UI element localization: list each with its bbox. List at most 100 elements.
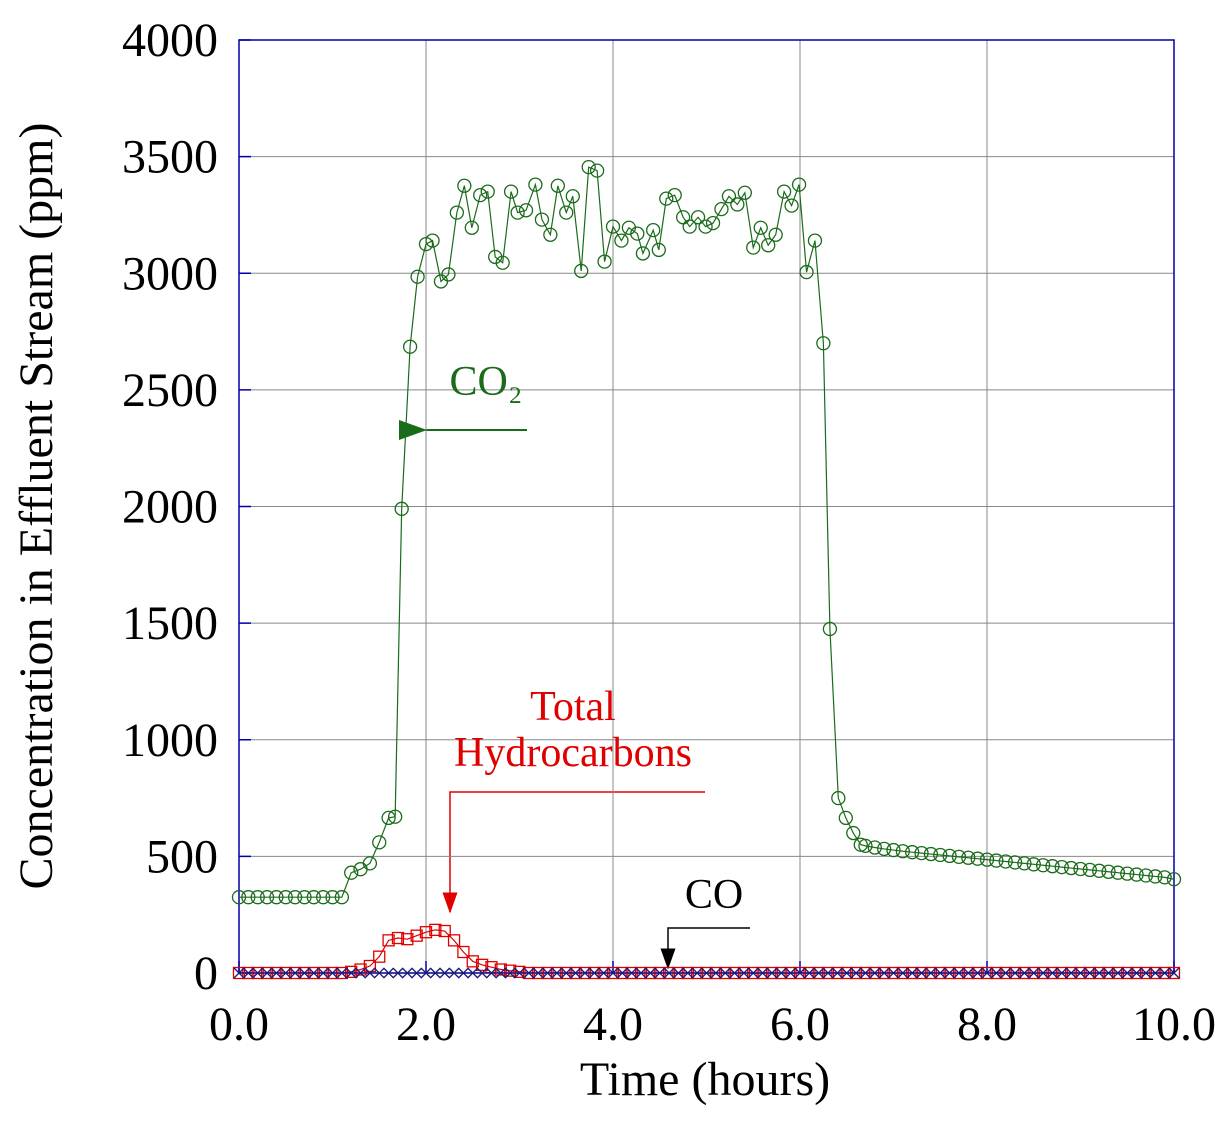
y-tick-label: 2000	[122, 481, 218, 534]
marker-cross	[1140, 967, 1152, 979]
marker-cross	[280, 967, 292, 979]
marker-circle	[942, 848, 957, 864]
marker-circle	[784, 198, 799, 213]
marker-circle	[464, 220, 479, 235]
marker-circle	[659, 191, 674, 206]
marker-cross	[1103, 967, 1115, 979]
annotation: CO	[685, 872, 743, 918]
hydrocarbons-arrow	[442, 791, 705, 914]
marker-square	[475, 958, 489, 971]
marker-cross	[411, 967, 423, 979]
marker-cross	[794, 967, 806, 979]
marker-circle	[914, 845, 929, 861]
marker-cross	[570, 967, 582, 979]
marker-circle	[630, 226, 645, 241]
marker-cross	[953, 967, 965, 979]
marker-circle	[1007, 855, 1023, 870]
marker-circle	[1017, 856, 1032, 871]
marker-circle	[250, 890, 265, 905]
marker-cross	[1075, 967, 1086, 979]
marker-cross	[336, 967, 348, 979]
marker-circle	[690, 210, 706, 225]
marker-circle	[325, 890, 340, 905]
marker-cross	[738, 967, 750, 979]
marker-cross	[1149, 967, 1161, 979]
y-axis-label: Concentration in Effluent Stream (ppm)	[10, 123, 63, 890]
marker-circle	[761, 238, 776, 253]
marker-cross	[934, 967, 946, 979]
marker-circle	[1035, 858, 1051, 873]
marker-circle	[518, 203, 534, 218]
marker-square	[401, 933, 414, 946]
marker-cross	[476, 967, 488, 979]
marker-cross	[878, 967, 890, 979]
marker-cross	[270, 967, 282, 979]
marker-cross	[841, 967, 853, 979]
marker-square	[419, 926, 433, 939]
marker-cross	[981, 967, 993, 979]
marker-circle	[705, 215, 721, 231]
marker-cross	[635, 967, 647, 979]
marker-cross	[1065, 967, 1077, 979]
annotation: Total	[530, 684, 616, 730]
marker-cross	[298, 967, 310, 979]
marker-cross	[373, 967, 385, 979]
marker-circle	[768, 227, 783, 242]
marker-cross	[747, 967, 759, 979]
marker-cross	[616, 967, 628, 979]
marker-circle	[951, 849, 967, 864]
marker-circle	[550, 178, 565, 193]
marker-circle	[1138, 868, 1154, 883]
marker-circle	[231, 890, 247, 905]
marker-cross	[495, 967, 507, 979]
y-tick-label: 500	[146, 830, 218, 883]
marker-cross	[803, 967, 815, 979]
marker-circle	[543, 227, 558, 242]
marker-cross	[766, 967, 778, 979]
marker-circle	[614, 233, 629, 248]
marker-cross	[1000, 967, 1012, 979]
marker-circle	[1092, 863, 1107, 878]
marker-cross	[345, 967, 357, 979]
marker-circle	[574, 263, 589, 279]
marker-circle	[714, 201, 729, 217]
marker-circle	[362, 856, 378, 871]
marker-square	[391, 931, 405, 945]
marker-cross	[523, 967, 535, 979]
annotation: CO₂	[450, 359, 523, 405]
marker-circle	[402, 339, 418, 354]
marker-circle	[297, 890, 312, 905]
x-tick-label: 10.0	[1132, 998, 1216, 1051]
marker-cross	[869, 967, 881, 979]
marker-circle	[905, 845, 920, 860]
marker-circle	[698, 219, 713, 234]
marker-circle	[961, 850, 976, 865]
marker-cross	[504, 967, 516, 979]
marker-circle	[1045, 859, 1060, 874]
marker-circle	[791, 177, 807, 192]
marker-circle	[1026, 857, 1041, 872]
marker-circle	[807, 233, 823, 248]
marker-cross	[916, 967, 928, 979]
marker-circle	[559, 205, 574, 220]
annotation: Hydrocarbons	[454, 730, 692, 776]
marker-square	[429, 923, 442, 936]
marker-cross	[850, 967, 862, 979]
marker-circle	[816, 336, 831, 351]
marker-circle	[1166, 872, 1182, 887]
marker-circle	[510, 205, 525, 220]
marker-cross	[607, 967, 619, 979]
marker-circle	[799, 264, 814, 280]
marker-circle	[306, 890, 321, 905]
y-tick-label: 4000	[122, 14, 218, 67]
marker-circle	[1120, 866, 1135, 881]
marker-circle	[1073, 861, 1088, 877]
marker-circle	[721, 189, 737, 204]
marker-circle	[970, 851, 985, 866]
marker-cross	[663, 967, 675, 979]
marker-cross	[514, 967, 525, 979]
marker-cross	[1028, 967, 1040, 979]
marker-cross	[644, 967, 656, 979]
marker-square	[410, 929, 423, 942]
x-tick-label: 8.0	[957, 998, 1017, 1051]
